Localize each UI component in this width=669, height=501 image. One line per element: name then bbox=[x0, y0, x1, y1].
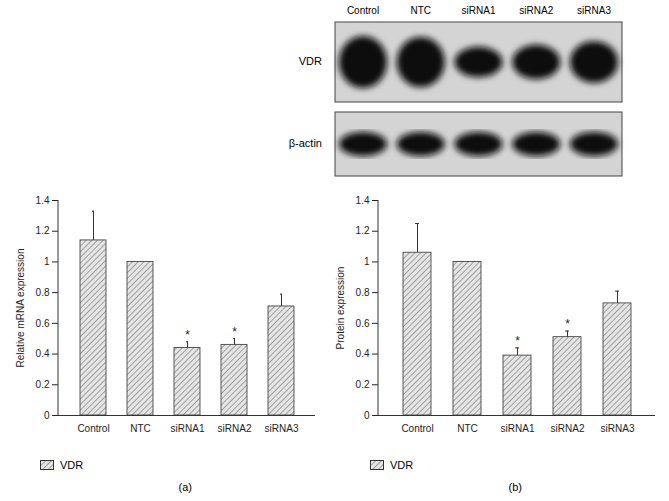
html-text:(b): (b) bbox=[508, 481, 522, 493]
svg-text:Relative mRNA expression: Relative mRNA expression bbox=[15, 249, 26, 368]
html-text:VDR: VDR bbox=[390, 459, 414, 471]
svg-text:siRNA1: siRNA1 bbox=[462, 5, 496, 16]
svg-text:0: 0 bbox=[44, 410, 50, 421]
svg-text:Control: Control bbox=[77, 423, 109, 434]
svg-text:NTC: NTC bbox=[457, 423, 478, 434]
svg-text:siRNA2: siRNA2 bbox=[218, 423, 252, 434]
svg-text:siRNA1: siRNA1 bbox=[501, 423, 535, 434]
svg-text:siRNA3: siRNA3 bbox=[265, 423, 299, 434]
svg-text:siRNA3: siRNA3 bbox=[577, 5, 611, 16]
svg-text:0.2: 0.2 bbox=[36, 379, 50, 390]
svg-text:1: 1 bbox=[364, 256, 370, 267]
svg-text:0.8: 0.8 bbox=[36, 287, 50, 298]
svg-text:*: * bbox=[565, 317, 570, 331]
svg-text:1.4: 1.4 bbox=[36, 195, 50, 206]
svg-text:0.2: 0.2 bbox=[356, 379, 370, 390]
svg-text:0: 0 bbox=[364, 410, 370, 421]
svg-text:siRNA2: siRNA2 bbox=[519, 5, 553, 16]
svg-text:NTC: NTC bbox=[410, 5, 431, 16]
svg-text:1.2: 1.2 bbox=[36, 225, 50, 236]
svg-text:0.6: 0.6 bbox=[36, 318, 50, 329]
svg-text:1.4: 1.4 bbox=[356, 195, 370, 206]
svg-text:siRNA3: siRNA3 bbox=[601, 423, 635, 434]
svg-text:*: * bbox=[232, 325, 237, 339]
html-text:β-actin: β-actin bbox=[288, 137, 322, 149]
svg-text:1: 1 bbox=[44, 256, 50, 267]
svg-text:siRNA1: siRNA1 bbox=[171, 423, 205, 434]
svg-text:*: * bbox=[515, 334, 520, 348]
svg-text:1.2: 1.2 bbox=[356, 225, 370, 236]
svg-text:NTC: NTC bbox=[130, 423, 151, 434]
html-text:VDR: VDR bbox=[60, 459, 84, 471]
svg-text:0.4: 0.4 bbox=[36, 348, 50, 359]
svg-text:0.6: 0.6 bbox=[356, 318, 370, 329]
svg-text:Control: Control bbox=[347, 5, 379, 16]
svg-text:Control: Control bbox=[401, 423, 433, 434]
svg-text:siRNA2: siRNA2 bbox=[551, 423, 585, 434]
html-text:VDR: VDR bbox=[298, 55, 322, 67]
svg-text:0.8: 0.8 bbox=[356, 287, 370, 298]
svg-text:Protein expression: Protein expression bbox=[335, 267, 346, 350]
html-text:(a): (a) bbox=[178, 481, 192, 493]
svg-text:0.4: 0.4 bbox=[356, 348, 370, 359]
svg-text:*: * bbox=[185, 328, 190, 342]
